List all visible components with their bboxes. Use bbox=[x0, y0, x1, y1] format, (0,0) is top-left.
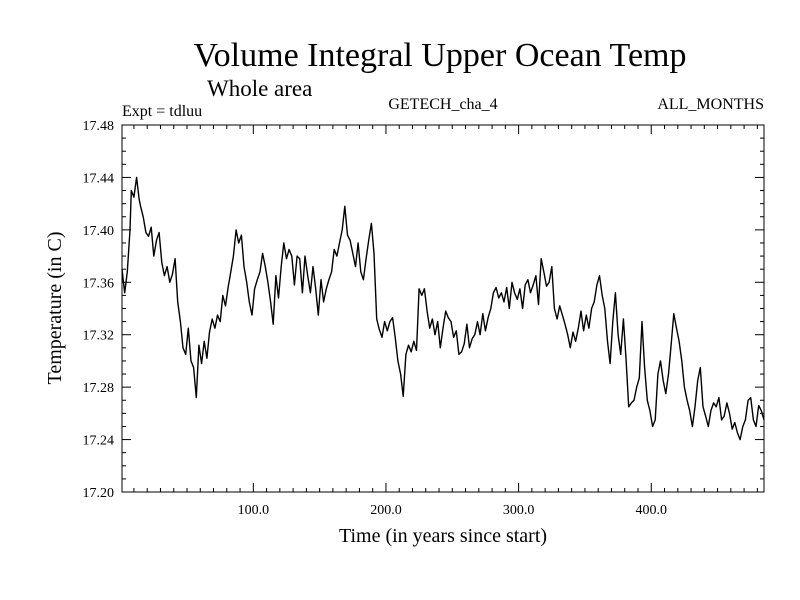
chart-title: Volume Integral Upper Ocean Temp bbox=[194, 37, 687, 74]
y-tick-label: 17.28 bbox=[83, 381, 115, 396]
y-tick-label: 17.48 bbox=[83, 119, 115, 134]
y-axis-ticks bbox=[122, 124, 764, 493]
y-tick-label: 17.44 bbox=[83, 171, 115, 186]
experiment-label: Expt = tdluu bbox=[122, 103, 202, 120]
y-axis-tick-labels: 17.20 17.24 17.28 17.32 17.36 17.40 17.44 17.48 bbox=[83, 119, 115, 501]
x-tick-label: 200.0 bbox=[370, 503, 402, 518]
x-tick-label: 100.0 bbox=[238, 503, 270, 518]
plot-frame bbox=[121, 124, 765, 493]
temperature-series-line bbox=[121, 176, 765, 441]
run-label: GETECH_cha_4 bbox=[388, 96, 497, 113]
x-tick-label: 400.0 bbox=[636, 503, 668, 518]
x-tick-label: 300.0 bbox=[503, 503, 535, 518]
y-tick-label: 17.36 bbox=[83, 276, 115, 291]
x-axis-tick-labels: 100.0 200.0 300.0 400.0 bbox=[238, 503, 667, 518]
period-label: ALL_MONTHS bbox=[657, 96, 764, 113]
y-tick-label: 17.24 bbox=[83, 434, 115, 449]
y-tick-label: 17.40 bbox=[83, 224, 115, 239]
y-tick-label: 17.20 bbox=[83, 486, 115, 501]
x-axis-ticks bbox=[133, 125, 758, 492]
y-axis-label: Temperature (in C) bbox=[44, 232, 66, 385]
x-axis-label: Time (in years since start) bbox=[339, 525, 547, 547]
chart-subtitle: Whole area bbox=[207, 76, 312, 101]
y-tick-label: 17.32 bbox=[83, 329, 115, 344]
